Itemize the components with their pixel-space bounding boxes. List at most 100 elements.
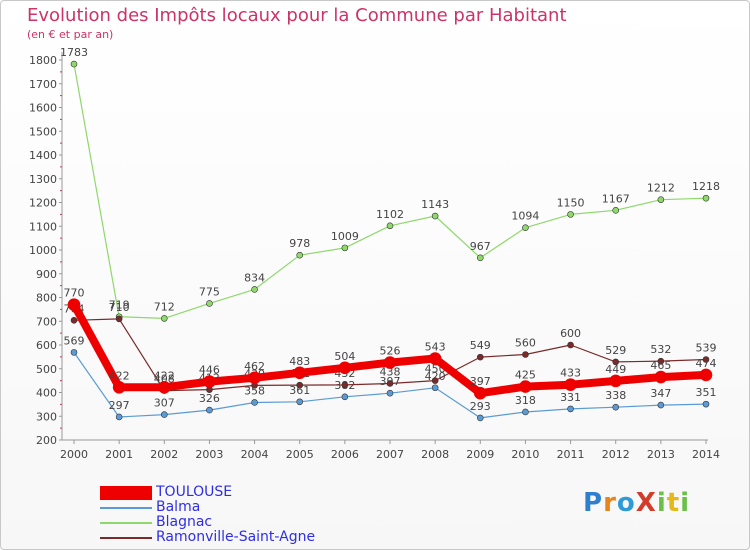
data-label-toulouse: 483	[289, 355, 310, 368]
data-label-blagnac: 712	[154, 300, 175, 313]
data-label-toulouse: 446	[199, 364, 220, 377]
point-ramonville-saint-agne	[657, 357, 665, 365]
data-label-blagnac: 1167	[602, 192, 630, 205]
y-tick-label: 1100	[29, 220, 57, 233]
point-blagnac	[341, 244, 349, 252]
point-ramonville-saint-agne	[431, 377, 439, 384]
point-balma	[522, 408, 529, 416]
legend-label: Ramonville-Saint-Agne	[156, 529, 316, 545]
point-toulouse	[383, 356, 397, 369]
point-balma	[386, 389, 394, 397]
point-toulouse	[157, 380, 171, 394]
data-label-balma: 307	[154, 397, 175, 410]
x-tick-label: 2001	[105, 448, 133, 461]
chart-title: Evolution des Impôts locaux pour la Comm…	[27, 5, 567, 26]
point-balma	[612, 403, 620, 411]
x-tick-label: 2010	[511, 448, 539, 461]
data-label-ramonville-saint-agne: 532	[650, 343, 671, 356]
y-tick-label: 200	[36, 434, 57, 447]
data-label-blagnac: 1143	[421, 198, 449, 211]
x-tick-label: 2007	[376, 448, 404, 461]
legend-swatch	[100, 507, 152, 509]
point-ramonville-saint-agne	[567, 341, 574, 349]
point-balma	[702, 400, 710, 408]
x-tick-label: 2000	[60, 448, 88, 461]
point-balma	[115, 413, 123, 421]
data-label-blagnac: 1009	[331, 230, 359, 243]
point-toulouse	[67, 298, 81, 311]
point-blagnac	[206, 300, 213, 307]
data-label-ramonville-saint-agne: 539	[696, 341, 717, 354]
data-label-balma: 569	[64, 334, 85, 347]
data-label-ramonville-saint-agne: 408	[154, 373, 175, 386]
point-blagnac	[476, 254, 484, 262]
x-tick-label: 2006	[331, 448, 359, 461]
x-tick-label: 2008	[421, 448, 449, 461]
y-tick-label: 900	[36, 268, 57, 281]
data-label-blagnac: 1783	[60, 46, 88, 59]
y-tick-label: 700	[36, 315, 57, 328]
point-ramonville-saint-agne	[386, 380, 394, 387]
data-label-toulouse: 422	[109, 369, 130, 382]
x-tick-label: 2005	[286, 448, 314, 461]
legend-label: Blagnac	[156, 514, 213, 530]
point-blagnac	[567, 211, 574, 218]
data-label-balma: 318	[515, 394, 536, 407]
data-label-toulouse: 526	[380, 345, 401, 358]
legend-swatch	[100, 522, 152, 524]
data-label-blagnac: 1102	[376, 208, 404, 221]
x-tick-label: 2003	[195, 448, 223, 461]
chart-subtitle: (en € et par an)	[27, 28, 114, 41]
data-label-balma: 351	[696, 386, 717, 399]
y-tick-label: 1500	[29, 125, 57, 138]
point-ramonville-saint-agne	[341, 381, 349, 389]
data-label-blagnac: 1218	[692, 180, 720, 193]
data-label-ramonville-saint-agne: 710	[109, 301, 130, 314]
point-toulouse	[293, 366, 307, 380]
x-tick-label: 2013	[647, 448, 675, 461]
point-ramonville-saint-agne	[70, 316, 78, 324]
data-label-balma: 293	[470, 400, 491, 413]
point-balma	[431, 384, 439, 392]
point-blagnac	[160, 315, 168, 322]
point-toulouse	[248, 371, 261, 385]
point-blagnac	[612, 207, 620, 214]
x-tick-label: 2014	[692, 448, 720, 461]
point-blagnac	[296, 251, 304, 259]
data-label-balma: 361	[289, 384, 310, 397]
y-tick-label: 400	[36, 387, 57, 400]
point-toulouse	[564, 378, 577, 391]
point-toulouse	[428, 352, 442, 365]
point-balma	[206, 406, 213, 414]
y-tick-label: 1400	[29, 149, 57, 162]
point-balma	[251, 399, 258, 406]
point-blagnac	[386, 222, 394, 230]
data-label-blagnac: 1150	[557, 196, 585, 209]
point-ramonville-saint-agne	[296, 381, 304, 389]
y-tick-label: 500	[36, 363, 57, 376]
point-blagnac	[70, 60, 78, 68]
point-balma	[567, 405, 574, 413]
point-balma	[296, 398, 304, 406]
data-label-balma: 420	[425, 370, 446, 383]
data-label-toulouse: 425	[515, 369, 536, 382]
x-tick-label: 2012	[602, 448, 630, 461]
legend-swatch	[100, 486, 152, 500]
point-blagnac	[431, 212, 439, 220]
data-label-blagnac: 978	[289, 237, 310, 250]
point-ramonville-saint-agne	[522, 351, 529, 358]
point-ramonville-saint-agne	[115, 315, 123, 323]
data-label-balma: 347	[650, 387, 671, 400]
point-balma	[341, 393, 349, 401]
legend-label: Balma	[156, 499, 201, 515]
data-label-toulouse: 433	[560, 367, 581, 380]
point-ramonville-saint-agne	[476, 353, 484, 361]
data-label-toulouse: 770	[64, 287, 85, 300]
data-label-ramonville-saint-agne: 549	[470, 339, 491, 352]
point-balma	[70, 349, 78, 356]
data-label-ramonville-saint-agne: 600	[560, 327, 581, 340]
y-tick-label: 1800	[29, 54, 57, 67]
data-label-ramonville-saint-agne: 560	[515, 337, 536, 350]
